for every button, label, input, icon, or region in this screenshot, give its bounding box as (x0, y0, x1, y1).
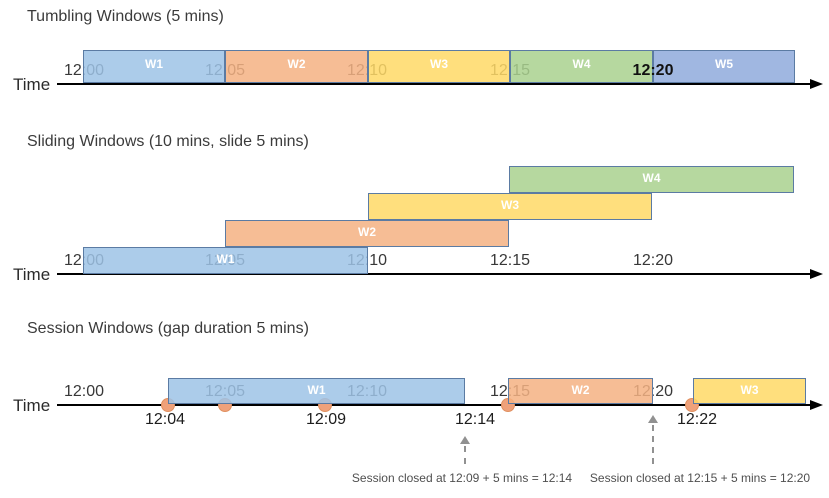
axis-tick-label: 12:20 (632, 252, 674, 269)
window-box-w3 (693, 378, 806, 404)
event-time-label: 12:14 (454, 411, 496, 428)
window-box-w1 (168, 378, 465, 404)
event-time-label: 12:04 (144, 411, 186, 428)
time-axis-arrowhead-icon (810, 79, 823, 89)
window-box-w1 (83, 247, 368, 274)
time-axis-line (57, 83, 810, 85)
session-close-annotation: Session closed at 12:09 + 5 mins = 12:14 (351, 471, 573, 485)
time-axis-line (57, 404, 810, 406)
session-close-arrow-line (652, 425, 654, 464)
event-time-label: 12:22 (676, 411, 718, 428)
window-box-w5 (653, 50, 795, 83)
section-title: Sliding Windows (10 mins, slide 5 mins) (27, 133, 309, 150)
section-title: Tumbling Windows (5 mins) (27, 8, 224, 25)
window-box-w2 (225, 50, 368, 83)
time-axis-label: Time (13, 75, 51, 94)
time-axis-label: Time (13, 396, 51, 415)
time-axis-label: Time (13, 265, 51, 284)
window-box-w2 (508, 378, 653, 404)
session-close-arrow-icon (460, 436, 470, 444)
time-axis-line (57, 273, 810, 275)
time-axis-arrowhead-icon (810, 269, 823, 279)
session-close-annotation: Session closed at 12:15 + 5 mins = 12:20 (589, 471, 811, 485)
window-box-w3 (368, 50, 510, 83)
time-axis-arrowhead-icon (810, 400, 823, 410)
section-title: Session Windows (gap duration 5 mins) (27, 320, 309, 337)
axis-tick-label: 12:15 (489, 252, 531, 269)
session-close-arrow-icon (648, 415, 658, 423)
axis-tick-label: 12:00 (63, 383, 105, 400)
window-box-w1 (83, 50, 225, 83)
window-box-w3 (368, 193, 652, 220)
window-box-w4 (510, 50, 653, 83)
session-close-arrow-line (464, 446, 466, 464)
window-box-w4 (509, 166, 794, 193)
event-time-label: 12:09 (305, 411, 347, 428)
window-box-w2 (225, 220, 509, 247)
axis-tick-label: 12:20 (632, 62, 674, 79)
